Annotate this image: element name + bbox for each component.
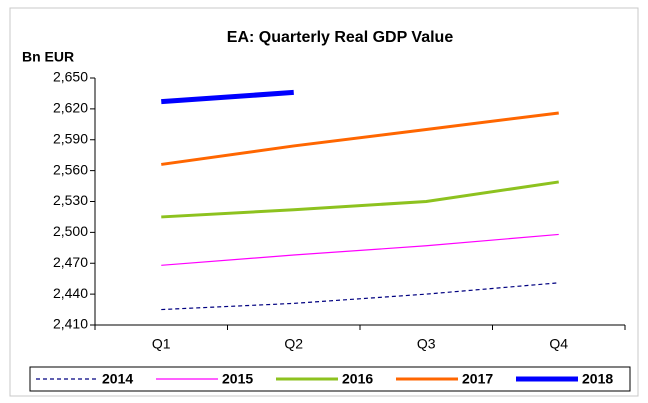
chart-title: EA: Quarterly Real GDP Value — [227, 29, 454, 46]
y-axis-label: Bn EUR — [22, 49, 74, 65]
y-tick-label: 2,650 — [53, 69, 88, 85]
legend-label: 2015 — [222, 371, 253, 387]
legend-label: 2016 — [342, 371, 373, 387]
y-tick-label: 2,530 — [53, 192, 88, 208]
series-line — [161, 111, 559, 166]
legend-label: 2018 — [582, 371, 613, 387]
y-tick-label: 2,440 — [53, 285, 88, 301]
chart-frame — [9, 7, 639, 397]
y-tick-label: 2,410 — [53, 316, 88, 332]
y-tick-label: 2,470 — [53, 254, 88, 270]
legend-label: 2014 — [102, 371, 133, 387]
series-line — [161, 180, 559, 219]
series-line — [161, 233, 559, 266]
y-tick-label: 2,500 — [53, 223, 88, 239]
x-tick-label: Q3 — [417, 336, 436, 352]
series-line — [161, 89, 294, 105]
series-line — [161, 282, 559, 311]
legend-label: 2017 — [462, 371, 493, 387]
x-tick-label: Q2 — [284, 336, 303, 352]
y-tick-label: 2,620 — [53, 100, 88, 116]
y-tick-label: 2,560 — [53, 161, 88, 177]
x-tick-label: Q4 — [549, 336, 568, 352]
x-tick-label: Q1 — [152, 336, 171, 352]
y-tick-label: 2,590 — [53, 130, 88, 146]
